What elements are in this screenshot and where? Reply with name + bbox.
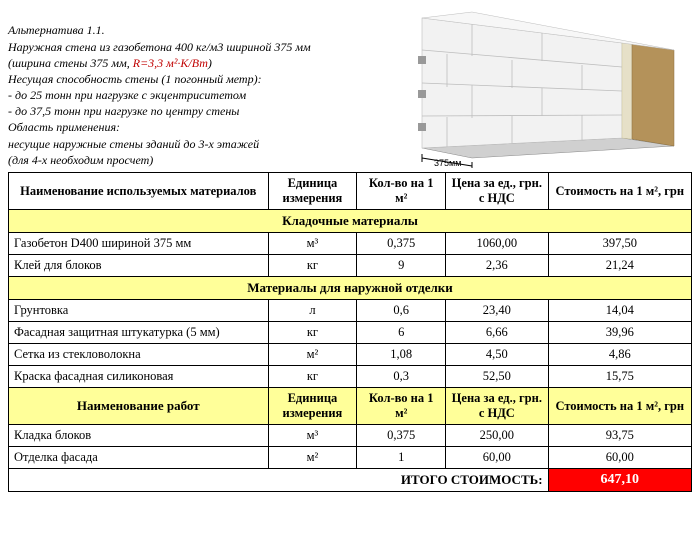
cell-unit: л <box>268 300 357 322</box>
cell-unit: м³ <box>268 425 357 447</box>
cell-name: Грунтовка <box>9 300 269 322</box>
cell-price: 60,00 <box>446 447 548 469</box>
cell-qty: 0,6 <box>357 300 446 322</box>
description: Альтернатива 1.1. Наружная стена из газо… <box>8 20 392 168</box>
cell-cost: 4,86 <box>548 344 691 366</box>
cell-qty: 1 <box>357 447 446 469</box>
cell-cost: 397,50 <box>548 233 691 255</box>
cell-name: Краска фасадная силиконовая <box>9 366 269 388</box>
cell-unit: кг <box>268 255 357 277</box>
cell-qty: 0,375 <box>357 425 446 447</box>
works-title: Наименование работ <box>9 388 269 425</box>
total-row: ИТОГО СТОИМОСТЬ: 647,10 <box>9 469 692 492</box>
table-row: Грунтовкал0,623,4014,04 <box>9 300 692 322</box>
col-unit: Единица измерения <box>268 173 357 210</box>
r-value: R=3,3 м²·К/Вт <box>133 56 208 70</box>
desc-line-7: Область применения: <box>8 119 392 135</box>
table-header-row: Наименование используемых материалов Еди… <box>9 173 692 210</box>
table-row: Отделка фасадам²160,0060,00 <box>9 447 692 469</box>
section-header: Материалы для наружной отделки <box>9 277 692 300</box>
cell-unit: м² <box>268 447 357 469</box>
desc-line-8: несущие наружные стены зданий до 3-х эта… <box>8 136 392 152</box>
section-header: Кладочные материалы <box>9 210 692 233</box>
header-block: Альтернатива 1.1. Наружная стена из газо… <box>8 8 692 168</box>
cell-qty: 9 <box>357 255 446 277</box>
col-materials: Наименование используемых материалов <box>9 173 269 210</box>
wall-illustration: 375мм <box>392 8 692 168</box>
cell-name: Кладка блоков <box>9 425 269 447</box>
dimension-label: 375мм <box>434 158 461 168</box>
cell-qty: 1,08 <box>357 344 446 366</box>
cell-name: Фасадная защитная штукатурка (5 мм) <box>9 322 269 344</box>
table-row: Клей для блоковкг92,3621,24 <box>9 255 692 277</box>
table-row: Сетка из стекловолокнам²1,084,504,86 <box>9 344 692 366</box>
cell-cost: 39,96 <box>548 322 691 344</box>
cell-unit: кг <box>268 322 357 344</box>
cell-price: 4,50 <box>446 344 548 366</box>
desc-line-2: Наружная стена из газобетона 400 кг/м3 ш… <box>8 39 392 55</box>
table-row: Фасадная защитная штукатурка (5 мм)кг66,… <box>9 322 692 344</box>
desc-line-6: - до 37,5 тонн при нагрузке по центру ст… <box>8 103 392 119</box>
cell-price: 250,00 <box>446 425 548 447</box>
col-price: Цена за ед., грн. с НДС <box>446 173 548 210</box>
total-value: 647,10 <box>548 469 691 492</box>
desc-line-3: (ширина стены 375 мм, R=3,3 м²·К/Вт) <box>8 55 392 71</box>
desc-line-5: - до 25 тонн при нагрузке с экцентрисите… <box>8 87 392 103</box>
total-label: ИТОГО СТОИМОСТЬ: <box>9 469 549 492</box>
cell-cost: 14,04 <box>548 300 691 322</box>
col-cost: Стоимость на 1 м², грн <box>548 173 691 210</box>
alt-title: Альтернатива 1.1. <box>8 22 392 38</box>
cell-name: Сетка из стекловолокна <box>9 344 269 366</box>
cell-cost: 15,75 <box>548 366 691 388</box>
cell-unit: м² <box>268 344 357 366</box>
works-header-row: Наименование работ Единица измерения Кол… <box>9 388 692 425</box>
cell-unit: кг <box>268 366 357 388</box>
cell-price: 1060,00 <box>446 233 548 255</box>
section-title: Кладочные материалы <box>9 210 692 233</box>
table-row: Кладка блоковм³0,375250,0093,75 <box>9 425 692 447</box>
cell-name: Клей для блоков <box>9 255 269 277</box>
desc-line-4: Несущая способность стены (1 погонный ме… <box>8 71 392 87</box>
cell-cost: 60,00 <box>548 447 691 469</box>
section-title: Материалы для наружной отделки <box>9 277 692 300</box>
table-row: Газобетон D400 шириной 375 ммм³0,3751060… <box>9 233 692 255</box>
cell-unit: м³ <box>268 233 357 255</box>
table-row: Краска фасадная силиконоваякг0,352,5015,… <box>9 366 692 388</box>
cell-cost: 93,75 <box>548 425 691 447</box>
cell-price: 2,36 <box>446 255 548 277</box>
cell-qty: 0,3 <box>357 366 446 388</box>
cell-qty: 6 <box>357 322 446 344</box>
desc-line-9: (для 4-х необходим просчет) <box>8 152 392 168</box>
cell-price: 23,40 <box>446 300 548 322</box>
cell-name: Газобетон D400 шириной 375 мм <box>9 233 269 255</box>
col-qty: Кол-во на 1 м² <box>357 173 446 210</box>
cell-price: 52,50 <box>446 366 548 388</box>
cost-table: Наименование используемых материалов Еди… <box>8 172 692 492</box>
cell-cost: 21,24 <box>548 255 691 277</box>
cell-qty: 0,375 <box>357 233 446 255</box>
cell-price: 6,66 <box>446 322 548 344</box>
cell-name: Отделка фасада <box>9 447 269 469</box>
